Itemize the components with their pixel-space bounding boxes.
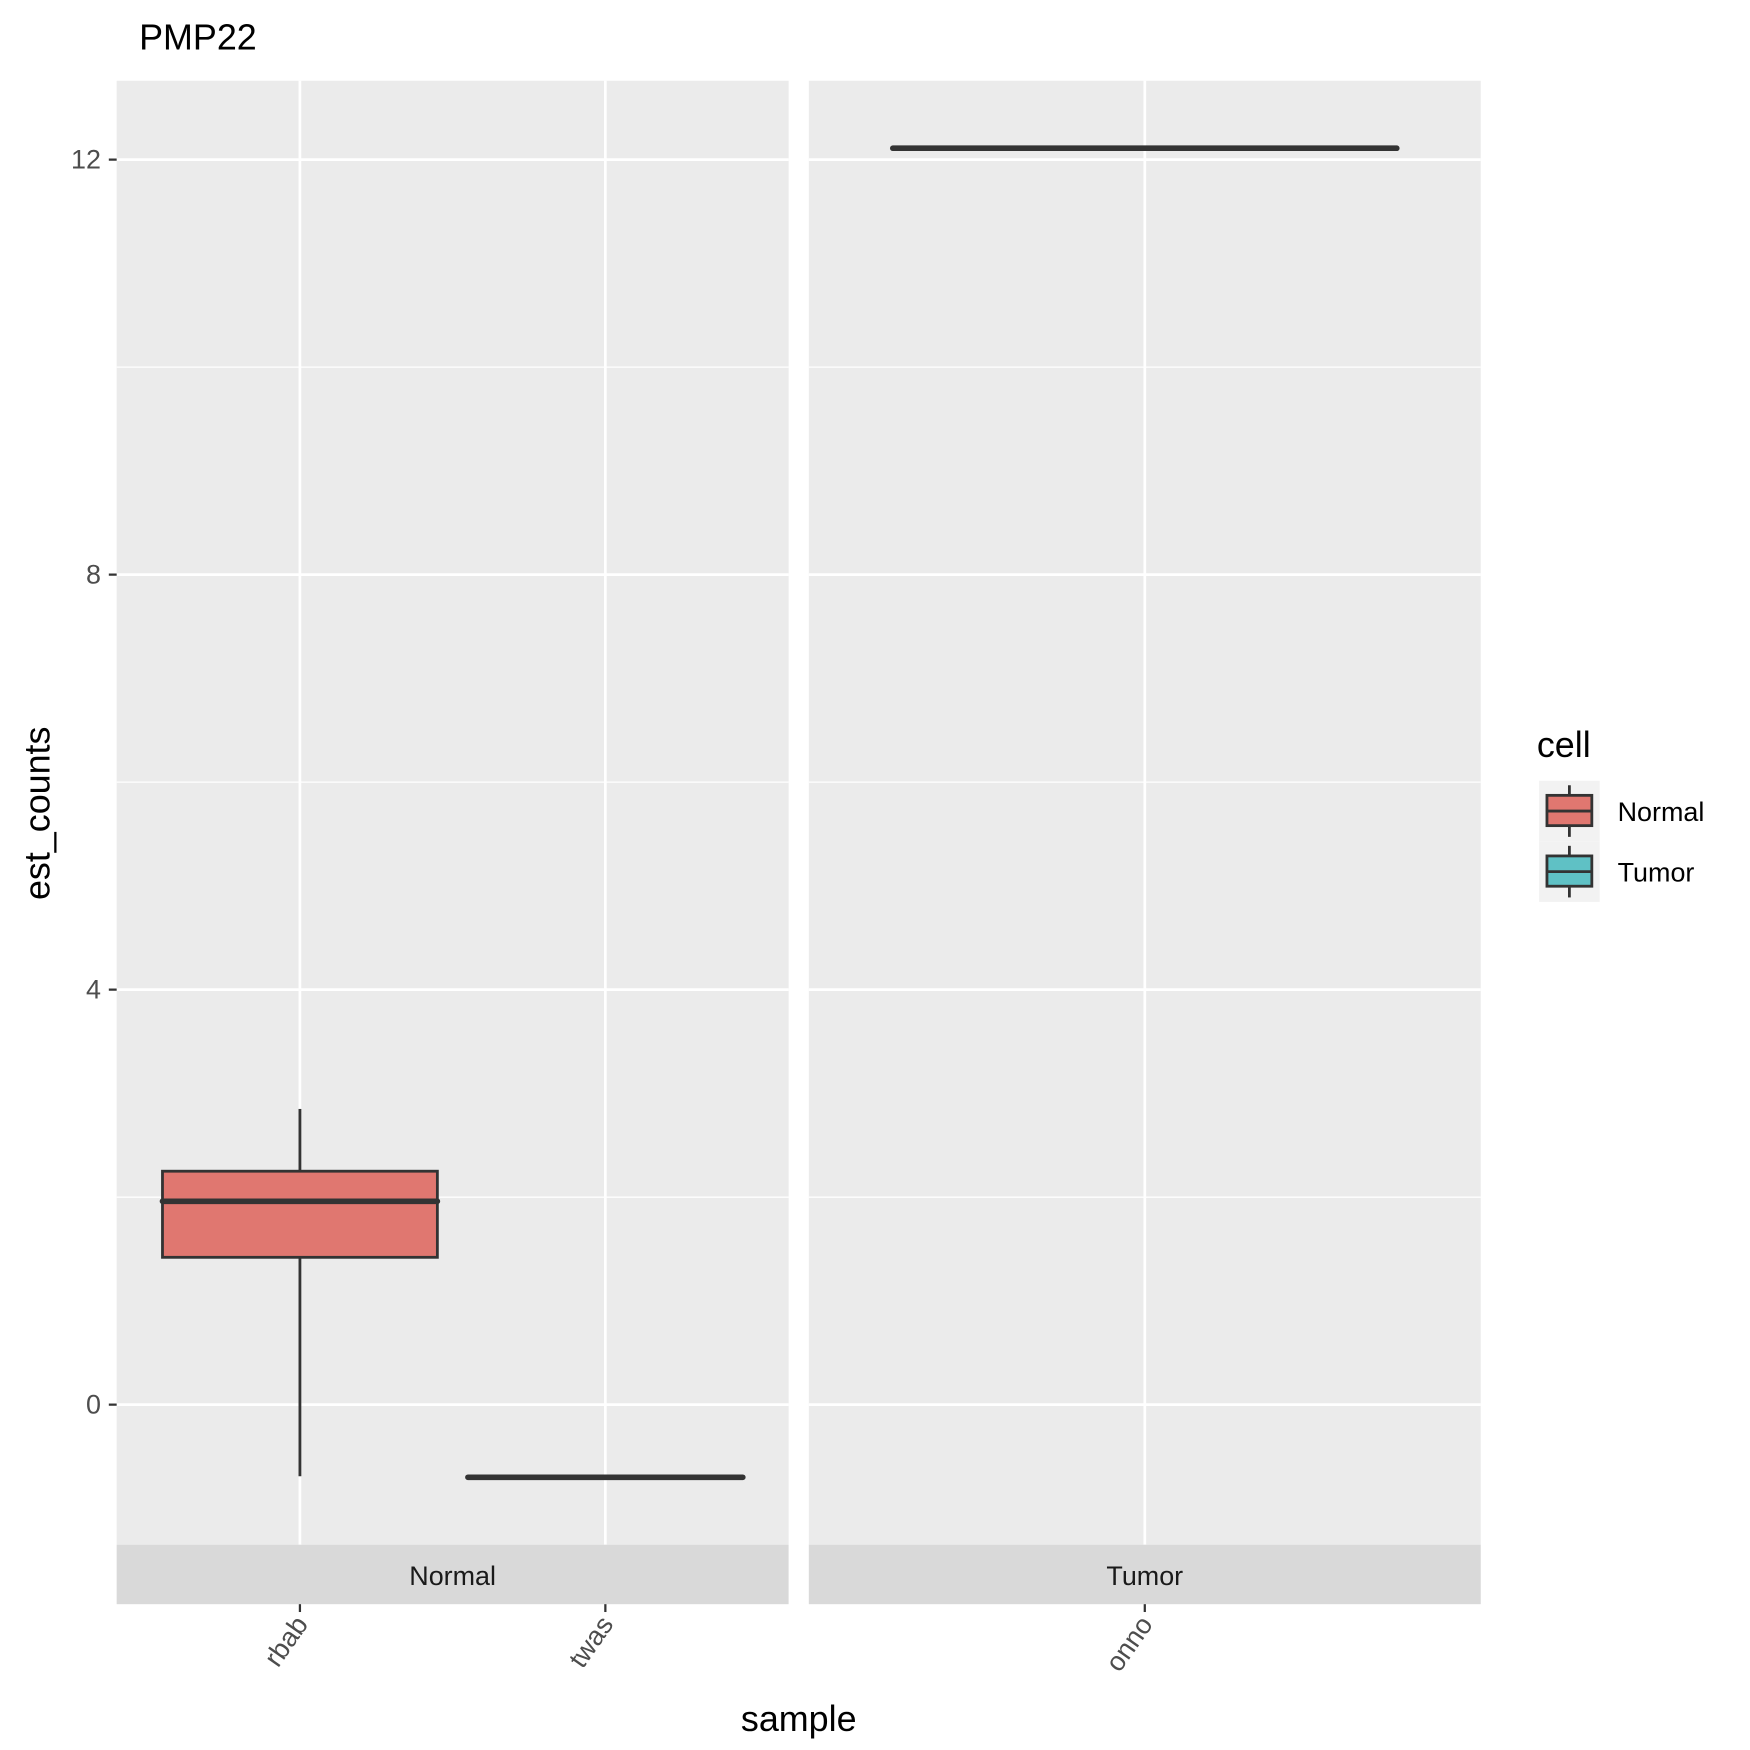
y-tick-label: 8	[86, 560, 101, 590]
legend-item-normal: Normal	[1539, 780, 1705, 842]
legend-title: cell	[1537, 725, 1591, 765]
x-axis-label: sample	[741, 1699, 857, 1739]
facet-strip	[808, 1544, 1481, 1605]
chart-title: PMP22	[139, 17, 257, 57]
facet-strip	[116, 1544, 789, 1605]
panel-background	[116, 80, 789, 1545]
legend-label: Normal	[1618, 797, 1705, 827]
legend-label: Tumor	[1618, 858, 1695, 888]
legend-item-tumor: Tumor	[1539, 841, 1694, 902]
x-tick-label: twas	[563, 1611, 619, 1674]
y-tick-label: 4	[86, 975, 101, 1005]
facet-strip-label: Tumor	[1106, 1561, 1183, 1591]
y-tick-label: 0	[86, 1390, 101, 1420]
box-rbab	[159, 1108, 441, 1477]
facet-strip-label: Normal	[409, 1561, 496, 1591]
box-iqr	[161, 1169, 439, 1259]
x-tick-label: onno	[1100, 1611, 1159, 1677]
y-tick-label: 12	[71, 145, 101, 175]
y-axis-label: est_counts	[17, 727, 57, 901]
x-tick-label: rbab	[258, 1611, 313, 1672]
